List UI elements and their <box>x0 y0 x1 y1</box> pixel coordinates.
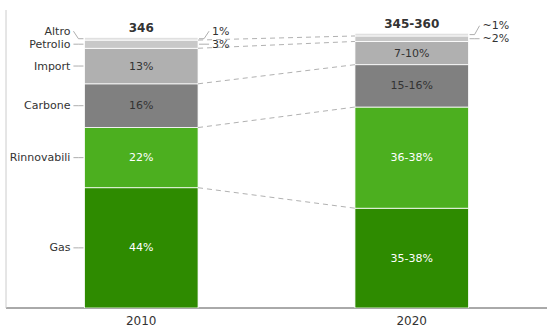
bar-segment <box>355 65 469 107</box>
bar-segment <box>355 36 469 41</box>
labels: 44% 22% 16% 13% 3%1% 35-38% 36-38% 15-16% 7-10% ~… <box>10 17 510 264</box>
bar-segment <box>84 40 198 48</box>
series-label: Gas <box>49 241 70 254</box>
chart: 2010 2020 44% 22% 16% 13% 3%1% 35-38% 36-38% 15-1… <box>0 0 553 336</box>
data-label: 1% <box>212 25 229 38</box>
leader-line <box>470 26 480 35</box>
data-label: 15-16% <box>391 79 433 92</box>
leader-line <box>199 31 209 39</box>
connector <box>198 107 355 128</box>
leader-line <box>199 44 209 45</box>
connector <box>198 65 355 84</box>
marks <box>84 33 468 308</box>
bar-segment <box>84 188 198 308</box>
bar-segment <box>355 208 469 308</box>
data-label: ~2% <box>483 32 510 45</box>
data-label: 7-10% <box>394 47 429 60</box>
leader-line <box>73 66 83 67</box>
leader-line <box>73 247 83 248</box>
bar-segment <box>84 37 198 40</box>
leader-line <box>73 157 83 158</box>
bar-segment <box>355 107 469 208</box>
series-label: Rinnovabili <box>10 151 71 164</box>
data-label: 44% <box>129 241 153 254</box>
data-label: 35-38% <box>391 252 433 265</box>
series-label: Altro <box>45 25 71 38</box>
y-axis <box>6 10 7 308</box>
leader-line <box>470 38 480 39</box>
data-label: 13% <box>129 60 153 73</box>
series-label: Petrolio <box>29 38 70 51</box>
connector <box>198 188 355 209</box>
data-label: 36-38% <box>391 151 433 164</box>
bar-segment <box>355 41 469 64</box>
series-label: Carbone <box>24 99 71 112</box>
chart-container: 2010 2020 44% 22% 16% 13% 3%1% 35-38% 36-38% 15-1… <box>0 0 553 336</box>
data-label: 22% <box>129 151 153 164</box>
leader-line <box>73 44 83 45</box>
x-tick-label: 2010 <box>126 314 157 328</box>
series-label: Import <box>34 60 71 73</box>
total-label: 345-360 <box>384 17 439 31</box>
data-label: ~1% <box>483 19 510 32</box>
data-label: 3% <box>212 38 229 51</box>
x-tick-label: 2020 <box>396 314 427 328</box>
bar-segment <box>84 84 198 128</box>
leader-line <box>73 31 83 39</box>
bar-segment <box>84 48 198 84</box>
total-label: 346 <box>129 21 154 35</box>
data-label: 16% <box>129 99 153 112</box>
bar-segment <box>355 33 469 36</box>
bar-segment <box>84 128 198 188</box>
leader-line <box>73 105 83 106</box>
